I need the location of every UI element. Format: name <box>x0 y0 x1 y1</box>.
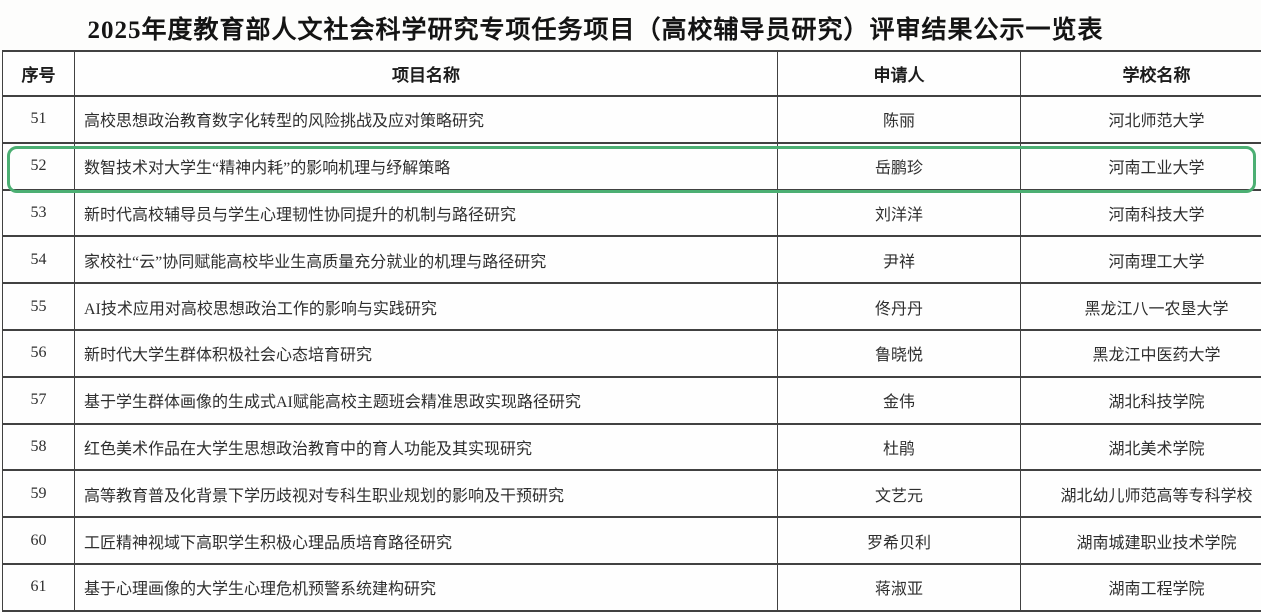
project-name: 工匠精神视域下高职学生积极心理品质培育路径研究 <box>75 517 778 564</box>
school-name: 湖南工程学院 <box>1021 564 1261 611</box>
table-row: 55 AI技术应用对高校思想政治工作的影响与实践研究 佟丹丹 黑龙江八一农垦大学 <box>3 283 1261 330</box>
table-row: 51 高校思想政治教育数字化转型的风险挑战及应对策略研究 陈丽 河北师范大学 <box>3 96 1261 143</box>
project-name: 基于心理画像的大学生心理危机预警系统建构研究 <box>75 564 778 611</box>
column-header-no: 序号 <box>3 51 75 96</box>
school-name: 河南理工大学 <box>1021 236 1261 283</box>
table-row: 52 数智技术对大学生“精神内耗”的影响机理与纾解策略 岳鹏珍 河南工业大学 <box>3 143 1261 190</box>
row-number: 52 <box>3 143 75 190</box>
row-number: 60 <box>3 517 75 564</box>
table-row: 58 红色美术作品在大学生思想政治教育中的育人功能及其实现研究 杜鹃 湖北美术学… <box>3 424 1261 471</box>
row-number: 53 <box>3 190 75 237</box>
column-header-school-name: 学校名称 <box>1021 51 1261 96</box>
row-number: 55 <box>3 283 75 330</box>
applicant-name: 陈丽 <box>778 96 1021 143</box>
applicant-name: 佟丹丹 <box>778 283 1021 330</box>
project-name: 家校社“云”协同赋能高校毕业生高质量充分就业的机理与路径研究 <box>75 236 778 283</box>
school-name: 湖北幼儿师范高等专科学校 <box>1021 470 1261 517</box>
project-name: 数智技术对大学生“精神内耗”的影响机理与纾解策略 <box>75 143 778 190</box>
row-number: 54 <box>3 236 75 283</box>
applicant-name: 鲁晓悦 <box>778 330 1021 377</box>
applicant-name: 金伟 <box>778 377 1021 424</box>
table-row: 60 工匠精神视域下高职学生积极心理品质培育路径研究 罗希贝利 湖南城建职业技术… <box>3 517 1261 564</box>
project-name: 新时代高校辅导员与学生心理韧性协同提升的机制与路径研究 <box>75 190 778 237</box>
school-name: 湖南城建职业技术学院 <box>1021 517 1261 564</box>
applicant-name: 刘洋洋 <box>778 190 1021 237</box>
school-name: 河南工业大学 <box>1021 143 1261 190</box>
applicant-name: 岳鹏珍 <box>778 143 1021 190</box>
page-title: 2025年度教育部人文社会科学研究专项任务项目（高校辅导员研究）评审结果公示一览… <box>0 0 1261 46</box>
school-name: 河南科技大学 <box>1021 190 1261 237</box>
school-name: 河北师范大学 <box>1021 96 1261 143</box>
project-name: 新时代大学生群体积极社会心态培育研究 <box>75 330 778 377</box>
table-header-row: 序号 项目名称 申请人 学校名称 <box>3 51 1261 96</box>
project-name: AI技术应用对高校思想政治工作的影响与实践研究 <box>75 283 778 330</box>
row-number: 56 <box>3 330 75 377</box>
school-name: 湖北美术学院 <box>1021 424 1261 471</box>
table-row: 57 基于学生群体画像的生成式AI赋能高校主题班会精准思政实现路径研究 金伟 湖… <box>3 377 1261 424</box>
row-number: 61 <box>3 564 75 611</box>
table-row: 53 新时代高校辅导员与学生心理韧性协同提升的机制与路径研究 刘洋洋 河南科技大… <box>3 190 1261 237</box>
applicant-name: 罗希贝利 <box>778 517 1021 564</box>
applicant-name: 尹祥 <box>778 236 1021 283</box>
applicant-name: 蒋淑亚 <box>778 564 1021 611</box>
school-name: 黑龙江中医药大学 <box>1021 330 1261 377</box>
project-name: 基于学生群体画像的生成式AI赋能高校主题班会精准思政实现路径研究 <box>75 377 778 424</box>
row-number: 57 <box>3 377 75 424</box>
applicant-name: 杜鹃 <box>778 424 1021 471</box>
project-name: 高校思想政治教育数字化转型的风险挑战及应对策略研究 <box>75 96 778 143</box>
row-number: 51 <box>3 96 75 143</box>
project-name: 红色美术作品在大学生思想政治教育中的育人功能及其实现研究 <box>75 424 778 471</box>
column-header-applicant: 申请人 <box>778 51 1021 96</box>
project-name: 高等教育普及化背景下学历歧视对专科生职业规划的影响及干预研究 <box>75 470 778 517</box>
column-header-project-name: 项目名称 <box>75 51 778 96</box>
results-table: 序号 项目名称 申请人 学校名称 51 高校思想政治教育数字化转型的风险挑战及应… <box>2 50 1261 612</box>
applicant-name: 文艺元 <box>778 470 1021 517</box>
school-name: 黑龙江八一农垦大学 <box>1021 283 1261 330</box>
table-row: 61 基于心理画像的大学生心理危机预警系统建构研究 蒋淑亚 湖南工程学院 <box>3 564 1261 611</box>
row-number: 59 <box>3 470 75 517</box>
row-number: 58 <box>3 424 75 471</box>
review-results-table: 序号 项目名称 申请人 学校名称 51 高校思想政治教育数字化转型的风险挑战及应… <box>2 50 1261 612</box>
table-row: 59 高等教育普及化背景下学历歧视对专科生职业规划的影响及干预研究 文艺元 湖北… <box>3 470 1261 517</box>
table-row: 56 新时代大学生群体积极社会心态培育研究 鲁晓悦 黑龙江中医药大学 <box>3 330 1261 377</box>
school-name: 湖北科技学院 <box>1021 377 1261 424</box>
table-row: 54 家校社“云”协同赋能高校毕业生高质量充分就业的机理与路径研究 尹祥 河南理… <box>3 236 1261 283</box>
